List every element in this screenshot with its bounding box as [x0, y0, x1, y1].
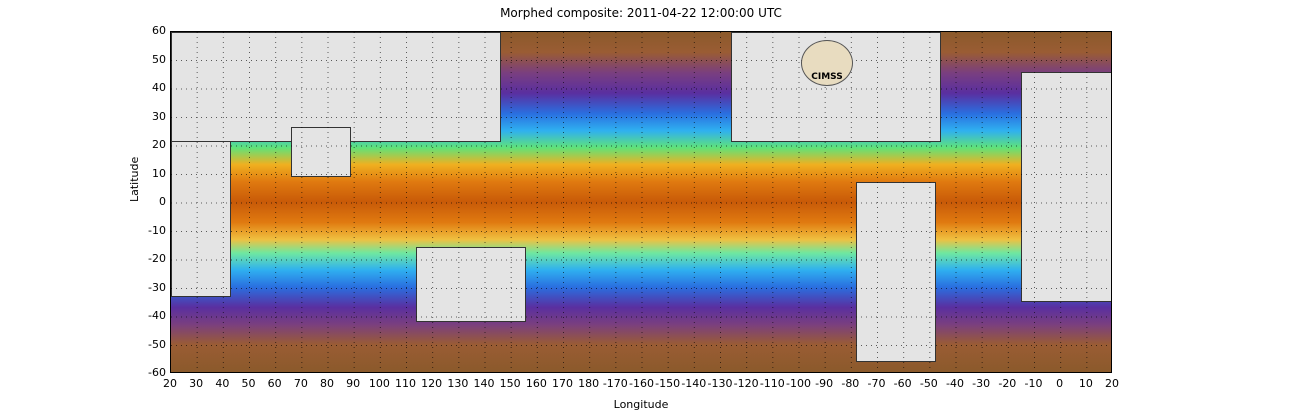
map-title: Morphed composite: 2011-04-22 12:00:00 U…	[500, 6, 782, 20]
x-tick-label: 0	[1056, 377, 1064, 390]
y-tick-label: -60	[148, 366, 166, 379]
x-tick-label: 120	[421, 377, 443, 390]
australia-land	[416, 247, 526, 322]
x-tick-label: -90	[815, 377, 834, 390]
x-tick-label: 130	[447, 377, 469, 390]
x-tick-label: 20	[1105, 377, 1119, 390]
x-tick-label: 170	[552, 377, 573, 390]
y-tick-label: 60	[152, 24, 166, 37]
x-tick-label: 80	[320, 377, 334, 390]
x-tick-label: -140	[681, 377, 707, 390]
x-tick-label: -10	[1024, 377, 1043, 390]
x-tick-label: 10	[1078, 377, 1093, 390]
y-tick-label: -20	[148, 252, 166, 265]
x-tick-label: -130	[707, 377, 733, 390]
x-tick-label: 150	[499, 377, 521, 390]
y-tick-label: -40	[148, 309, 166, 322]
south-america-land	[856, 182, 936, 362]
x-tick-label: 90	[346, 377, 361, 390]
y-tick-label: 10	[152, 166, 166, 180]
x-tick-label: -40	[946, 377, 964, 390]
y-tick-label: -30	[148, 280, 166, 294]
x-tick-label: 160	[525, 377, 547, 390]
y-tick-label: 0	[159, 195, 166, 208]
y-tick-label: 30	[152, 109, 166, 123]
x-tick-label: -150	[655, 377, 681, 390]
x-tick-label: -50	[919, 377, 938, 390]
europe-africa-east-land	[1021, 72, 1111, 302]
x-tick-label: 60	[267, 377, 282, 390]
x-tick-label: 70	[293, 377, 308, 390]
x-tick-label: -160	[629, 377, 654, 390]
x-tick-label: -20	[998, 377, 1017, 390]
y-tick-label: 40	[152, 81, 166, 94]
x-tick-label: 110	[395, 377, 416, 390]
x-tick-label: -60	[893, 377, 912, 390]
x-tick-label: -70	[867, 377, 886, 390]
x-tick-label: 50	[241, 377, 256, 390]
y-tick-label: -10	[148, 223, 166, 237]
y-tick-label: 20	[152, 138, 166, 151]
x-axis-label: Longitude	[613, 398, 669, 411]
x-tick-label: -170	[602, 377, 628, 390]
x-tick-label: -100	[786, 377, 811, 390]
x-tick-label: -30	[972, 377, 991, 390]
x-tick-label: 140	[473, 377, 495, 390]
x-tick-label: 40	[215, 377, 230, 390]
x-tick-label: 30	[189, 377, 204, 390]
y-tick-label: -50	[148, 337, 166, 351]
cimss-logo: CIMSS	[801, 40, 853, 86]
y-tick-label: 50	[152, 52, 166, 66]
x-tick-label: 180	[578, 377, 600, 390]
africa-land	[171, 127, 231, 297]
x-tick-label: -110	[759, 377, 785, 390]
x-tick-label: 20	[163, 377, 177, 390]
x-tick-label: 100	[368, 377, 390, 390]
india-land	[291, 127, 351, 177]
x-tick-label: -80	[841, 377, 860, 390]
x-tick-label: -120	[733, 377, 759, 390]
graticule-grid	[171, 32, 1111, 372]
map-plot-area: CIMSS	[170, 31, 1112, 373]
